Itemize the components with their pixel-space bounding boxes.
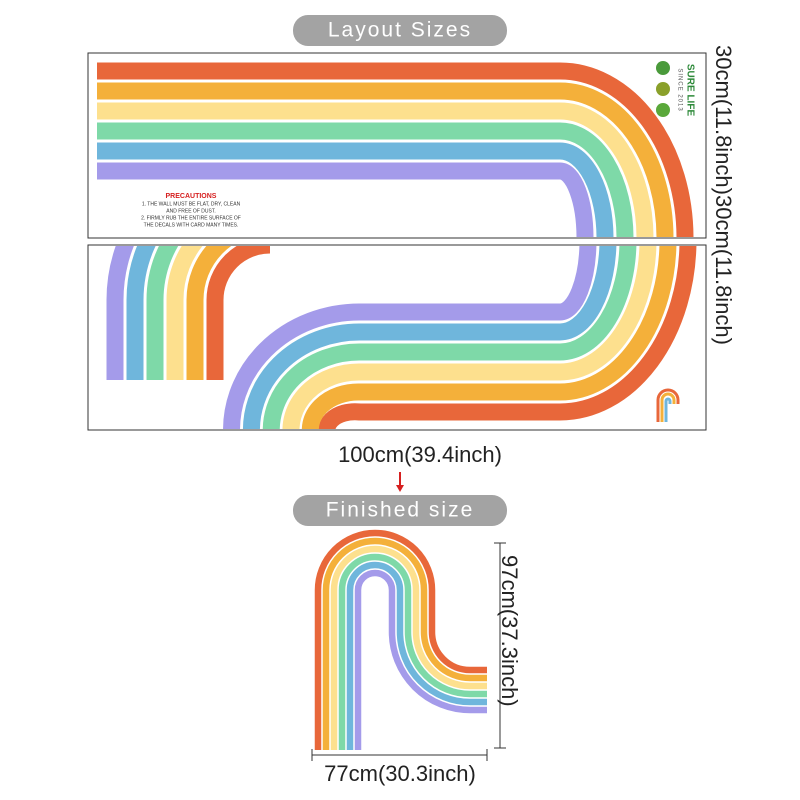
arrow-head [396,485,404,492]
stripe [146,246,179,380]
stripe [223,246,597,429]
precautions-lines: 1. THE WALL MUST BE FLAT, DRY, CLEAN AND… [141,201,241,228]
stripe [186,246,232,380]
panel-height: 30cm(11.8inch) [711,45,736,195]
finished-stripes [314,529,487,750]
finished-pill [293,495,507,526]
stripe [338,553,487,750]
stripe [106,246,134,380]
mini-rainbow-icon [656,388,680,422]
title: Layout Sizes [328,19,472,42]
precaution-line: AND FREE OF DUST. [166,208,215,214]
bottom-stripes [106,246,697,429]
stripe [126,246,156,380]
stripe [330,545,487,750]
stripe [354,569,487,750]
precaution-line: 1. THE WALL MUST BE FLAT, DRY, CLEAN [142,201,241,207]
stripe [97,142,614,237]
stripe [206,246,271,380]
stripe [97,122,634,237]
title-pill [293,15,507,46]
stripe [314,529,487,750]
panel-height-labels: 30cm(11.8inch)30cm(11.8inch) [711,45,736,345]
finished-width: 77cm(30.3inch) [324,761,476,786]
stripe [262,246,637,429]
precaution-line: 2. FIRMLY RUB THE ENTIRE SURFACE OF [141,215,241,221]
brand-since: SINCE 2013 [676,68,682,111]
precautions-title: PRECAUTIONS [166,193,217,200]
stripe [97,162,594,237]
stripe [97,62,694,237]
top-stripes [97,62,694,237]
stripe [243,246,617,429]
stripe [318,246,697,429]
brand: SURE LIFE SINCE 2013 [656,61,695,117]
finished-title: Finished size [326,499,475,522]
brand-name: SURE LIFE [684,64,695,117]
stripe [346,561,487,750]
panel-height: 30cm(11.8inch) [711,195,736,345]
width-label: 100cm(39.4inch) [338,442,502,467]
finished-height: 97cm(37.3inch) [497,555,522,707]
dimension-lines [311,542,506,761]
stripe [282,246,657,429]
stripe [322,537,487,750]
precaution-line: THE DECALS WITH CARD MANY TIMES. [144,222,239,228]
stripe [166,246,203,380]
stripe [301,246,677,429]
stripe [97,102,654,237]
stripe [97,82,674,237]
